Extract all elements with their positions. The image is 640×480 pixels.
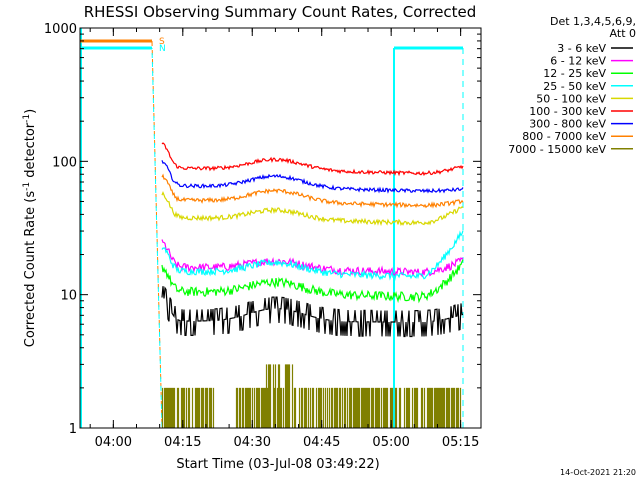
y-tick-label: 100 [52,155,77,170]
x-tick-label: 04:45 [303,435,340,450]
plot-frame [79,27,482,429]
y-axis-label: Corrected Count Rate (s-1 detector-1) [22,109,38,347]
plot-area: SN [80,28,464,429]
flag-annotation: N [159,44,166,54]
x-axis: 04:00 04:15 04:30 04:45 05:00 05:15 [89,28,479,450]
y-tick-label: 1 [69,422,77,437]
series-line-2 [161,259,464,304]
flag-annotation: S [159,37,165,47]
series-line-7 [161,173,464,209]
series-line-3 [161,230,464,281]
x-tick-label: 04:00 [95,435,132,450]
legend-entry-label: 7000 - 15000 keV [508,143,606,156]
x-tick-label: 05:00 [372,435,409,450]
legend-entry-label: 6 - 12 keV [550,55,606,68]
legend-entry-label: 3 - 6 keV [557,42,606,55]
legend-header-1: Det 1,3,4,5,6,9, [550,15,636,28]
y-axis: 1 10 100 1000 [44,22,481,437]
legend-entry-label: 12 - 25 keV [543,67,606,80]
x-tick-label: 05:15 [442,435,479,450]
y-axis-label-mid: detector [23,122,38,182]
series-line-5 [161,142,464,177]
chart-title: RHESSI Observing Summary Count Rates, Co… [84,3,477,21]
x-tick-label: 04:15 [164,435,201,450]
legend-entry-label: 50 - 100 keV [536,92,606,105]
series-line-4 [161,191,464,227]
timestamp: 14-Oct-2021 21:20 [560,468,636,477]
series-line-0 [161,286,464,338]
x-axis-label: Start Time (03-Jul-08 03:49:22) [176,457,379,472]
y-tick-label: 10 [60,289,77,304]
y-axis-label-sup1: -1 [22,182,32,191]
series-7000-15000-kev [161,364,462,428]
night-transition [151,47,163,429]
y-axis-label-sup2: -1 [22,114,32,123]
series-line-6 [161,160,464,194]
x-tick-label: 04:30 [234,435,271,450]
legend-entry-label: 25 - 50 keV [543,80,606,93]
legend-header-2: Att 0 [610,27,636,40]
legend-entry-label: 800 - 7000 keV [522,130,606,143]
y-axis-label-main: Corrected Count Rate (s [23,191,38,348]
y-tick-label: 1000 [44,22,77,37]
y-axis-label-end: ) [23,109,38,114]
legend-entry-label: 300 - 800 keV [529,118,606,131]
legend-entry-label: 100 - 300 keV [529,105,606,118]
